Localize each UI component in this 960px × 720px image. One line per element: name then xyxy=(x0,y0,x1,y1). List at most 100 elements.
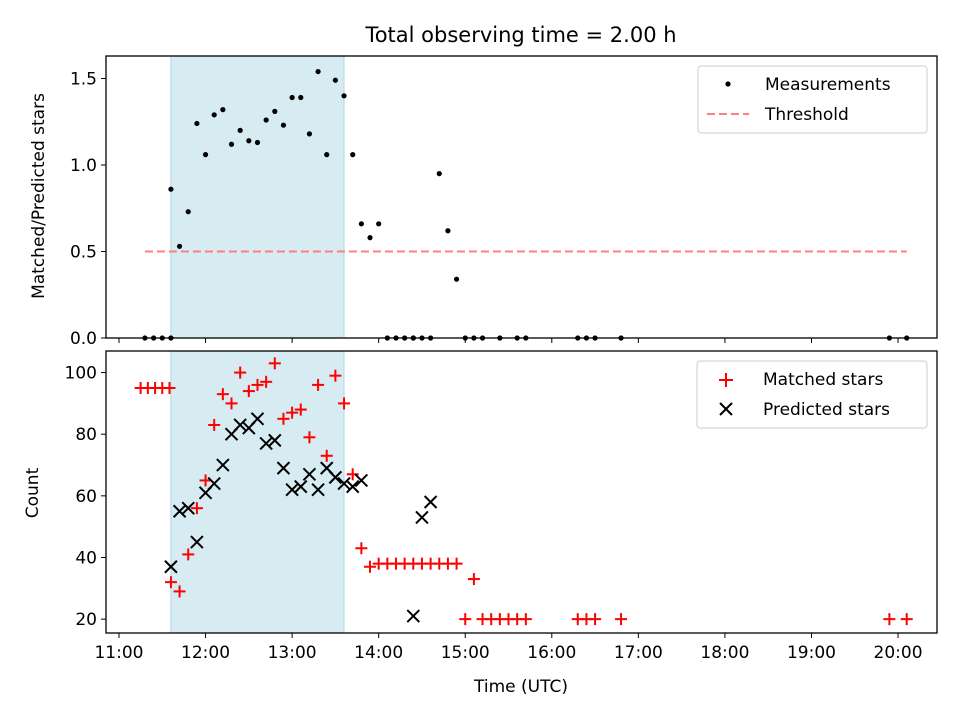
predicted-star-point xyxy=(276,461,291,475)
legend-label-predicted: Predicted stars xyxy=(763,400,890,420)
measurement-point xyxy=(453,276,460,282)
y-tick-label: 1.0 xyxy=(70,156,97,176)
matched-star-point xyxy=(251,378,264,391)
measurement-point xyxy=(436,171,442,177)
predicted-star-point xyxy=(302,467,317,481)
predicted-star-point xyxy=(294,479,308,494)
y-tick-label: 1.5 xyxy=(70,69,97,89)
matched-star-point xyxy=(329,369,342,382)
matched-star-point xyxy=(450,557,463,570)
measurement-point xyxy=(237,127,243,133)
matched-star-point xyxy=(320,449,333,462)
measurement-point xyxy=(263,117,269,123)
predicted-star-point xyxy=(172,504,187,518)
observing-window-span xyxy=(170,55,345,339)
measurement-point xyxy=(246,138,252,144)
predicted-star-point xyxy=(423,495,438,509)
measurement-point xyxy=(367,235,373,241)
x-ticks-ratio xyxy=(118,338,899,343)
x-tick-label: 12:00 xyxy=(181,643,230,663)
x-tick-label: 13:00 xyxy=(268,643,317,663)
legend-marker-predicted xyxy=(719,402,733,416)
measurement-point xyxy=(445,228,451,234)
measurement-point xyxy=(306,131,313,137)
matched-star-point xyxy=(519,613,532,626)
matched-star-point xyxy=(589,613,602,626)
matched-star-point xyxy=(208,418,221,431)
x-tick-label: 17:00 xyxy=(614,643,663,663)
y-tick-label: 0.0 xyxy=(70,329,97,349)
count-axes-frame xyxy=(105,350,938,634)
measurement-point xyxy=(185,209,191,215)
predicted-star-point xyxy=(259,436,273,451)
y-tick-label: 40 xyxy=(75,548,97,568)
measurement-point xyxy=(315,68,321,75)
y-tick-label: 80 xyxy=(75,425,97,445)
measurement-point xyxy=(202,152,209,158)
matched-star-point xyxy=(355,542,368,555)
x-tick-label: 16:00 xyxy=(527,643,576,663)
matched-star-point xyxy=(364,560,377,573)
legend-ratio: Measurements Threshold xyxy=(697,65,928,134)
measurement-point xyxy=(220,107,226,113)
matched-star-point xyxy=(883,613,896,626)
matched-star-point xyxy=(268,357,281,370)
predicted-star-point xyxy=(216,458,230,472)
y-tick-label: 20 xyxy=(75,610,97,630)
x-ticks-time: 11:00 12:00 13:00 14:00 15:00 16:00 17:00 18:00… xyxy=(94,633,923,663)
matched-star-point xyxy=(216,388,229,401)
measurement-point xyxy=(358,221,364,227)
x-tick-label: 11:00 xyxy=(94,643,143,663)
matched-star-point xyxy=(303,431,316,444)
predicted-star-point xyxy=(354,473,369,488)
x-tick-label: 18:00 xyxy=(700,643,749,663)
y-tick-label: 0.5 xyxy=(70,242,97,262)
chart-title: Total observing time = 2.00 h xyxy=(364,23,676,47)
legend-box xyxy=(697,65,928,134)
x-tick-label: 14:00 xyxy=(354,643,403,663)
legend-label-threshold: Threshold xyxy=(764,105,849,125)
predicted-star-point xyxy=(250,412,265,426)
legend-marker-measurements xyxy=(725,81,731,87)
measurement-point xyxy=(350,152,356,158)
matched-star-point xyxy=(467,573,480,586)
legend-box xyxy=(696,360,928,429)
ratio-axes-frame xyxy=(105,55,938,339)
y-tick-label: 100 xyxy=(65,364,97,384)
x-tick-label: 15:00 xyxy=(441,643,490,663)
matched-star-point xyxy=(182,548,195,561)
matched-star-point xyxy=(346,468,359,481)
observing-window-span xyxy=(170,350,345,634)
measurement-point xyxy=(194,120,200,127)
measurement-point xyxy=(324,152,330,158)
matched-star-point xyxy=(277,412,290,425)
measurement-point xyxy=(168,186,174,192)
x-tick-label: 20:00 xyxy=(874,643,923,663)
matched-star-point xyxy=(199,474,212,487)
matched-star-point xyxy=(225,397,238,410)
predicted-star-point xyxy=(345,479,360,494)
measurement-point xyxy=(289,94,295,101)
predicted-star-point xyxy=(190,535,204,549)
measurement-point xyxy=(298,94,304,101)
predicted-star-point xyxy=(337,476,351,491)
measurement-point xyxy=(341,93,347,99)
matched-star-point xyxy=(173,585,186,598)
count-series xyxy=(134,357,913,626)
matched-star-point xyxy=(242,385,255,398)
y-axis-label-ratio: Matched/Predicted stars xyxy=(29,93,49,299)
matched-star-point xyxy=(459,613,472,626)
measurement-point xyxy=(332,77,338,83)
measurement-point xyxy=(211,112,217,118)
matched-star-point xyxy=(615,613,628,626)
y-tick-label: 60 xyxy=(75,487,97,507)
y-axis-label-count: Count xyxy=(23,467,43,518)
matched-star-point xyxy=(312,378,325,391)
matched-star-point xyxy=(190,502,203,515)
measurement-point xyxy=(272,108,278,114)
matched-star-point xyxy=(286,406,299,419)
predicted-star-point xyxy=(328,470,343,485)
matched-star-point xyxy=(900,613,913,626)
